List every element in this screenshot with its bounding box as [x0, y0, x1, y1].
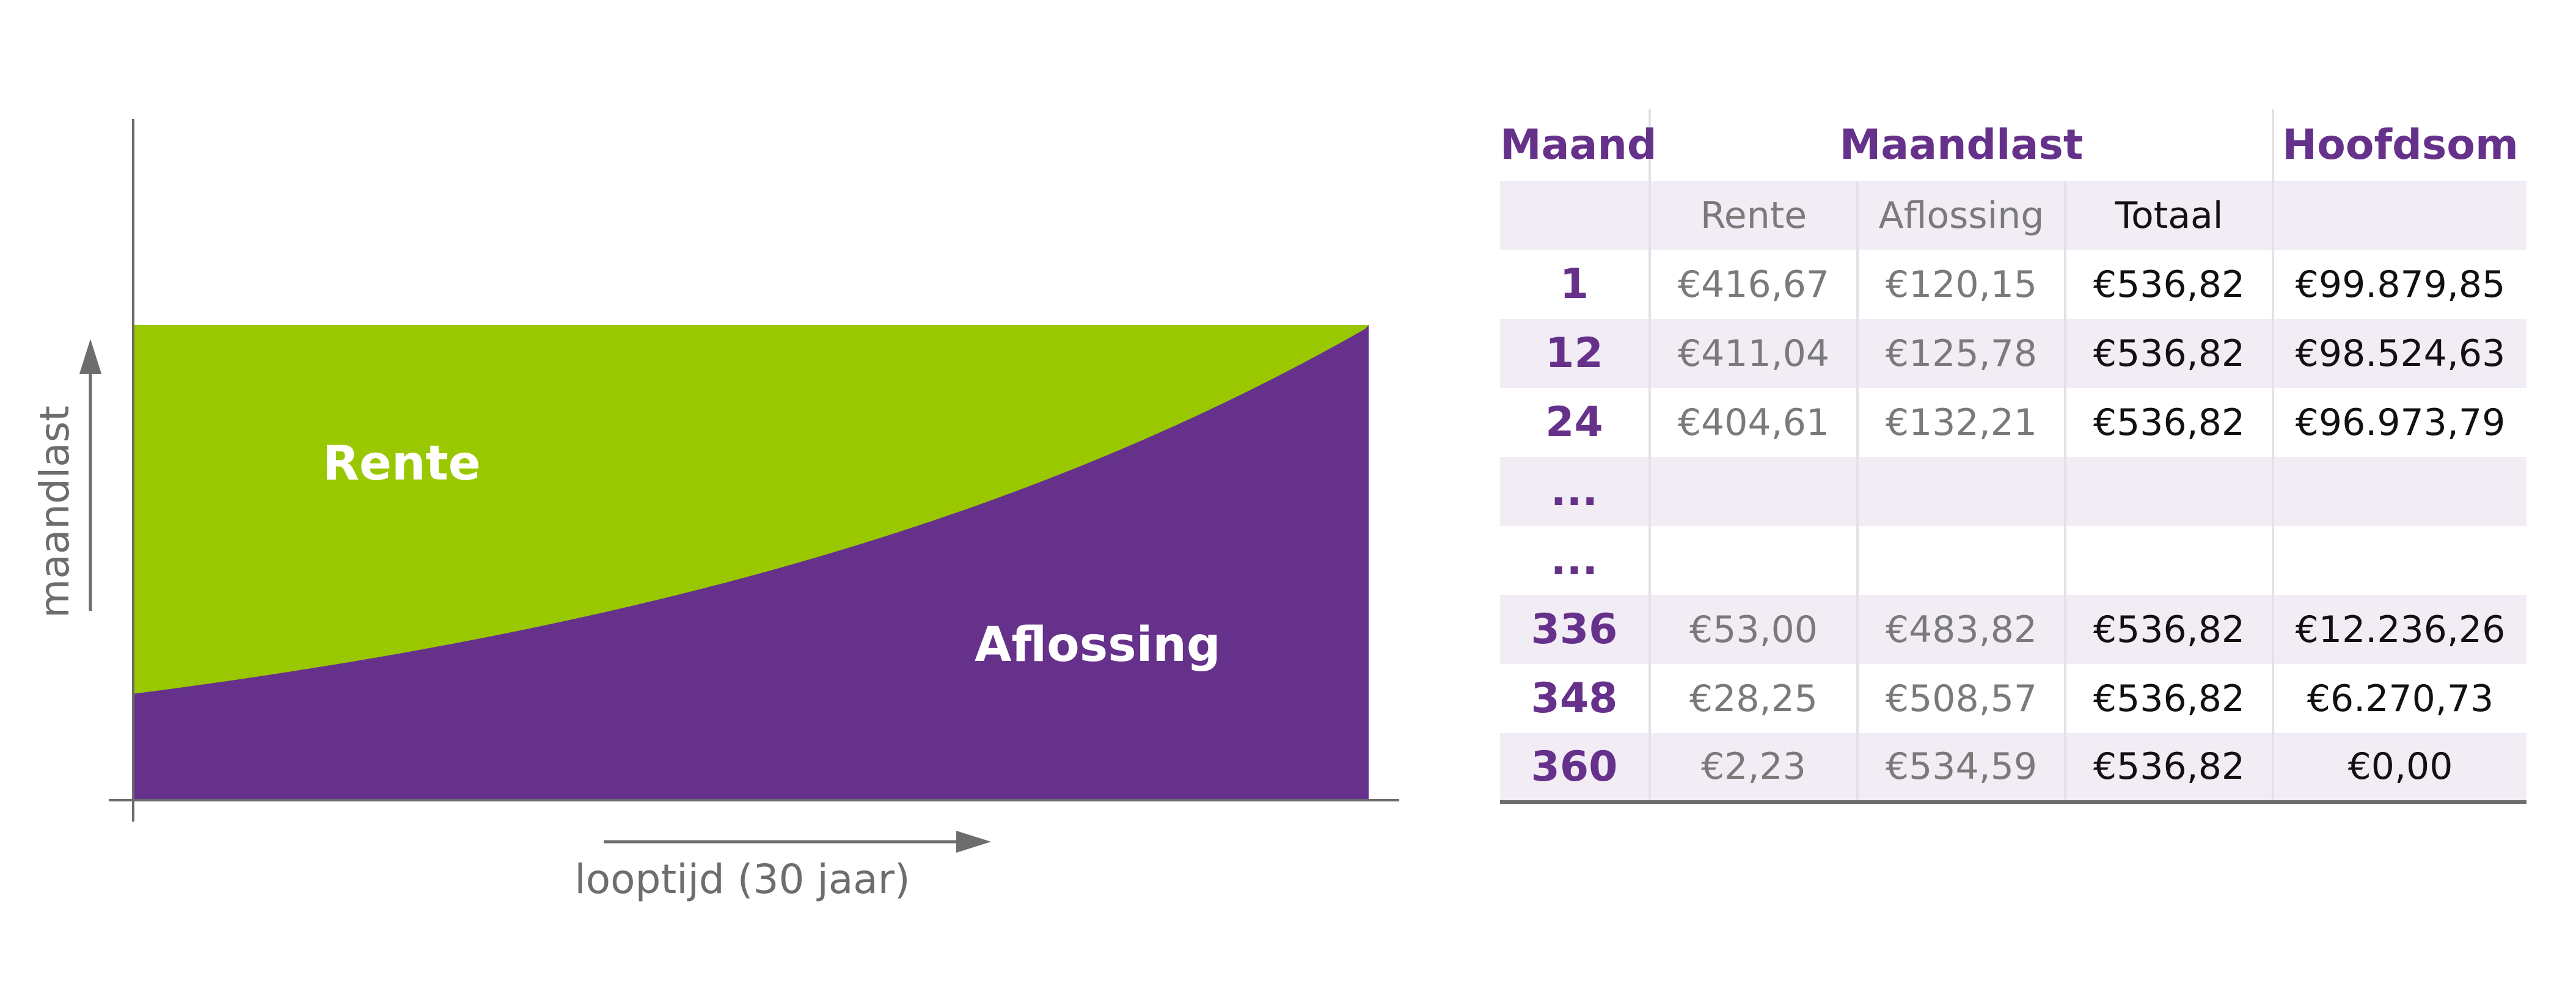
- cell-aflossing: €125,78: [1856, 319, 2065, 388]
- cell-maand: 12: [1500, 319, 1650, 388]
- y-arrow-head: [79, 339, 101, 374]
- cell-aflossing: €120,15: [1856, 250, 2065, 319]
- subheader-rente: Rente: [1648, 181, 1857, 250]
- table-row: 1 €416,67 €120,15 €536,82 €99.879,85: [1500, 250, 2527, 319]
- header-row: Maand Maandlast Hoofdsom: [1500, 109, 2527, 181]
- cell-aflossing: €132,21: [1856, 388, 2065, 457]
- cell-maand: 24: [1545, 398, 1603, 447]
- table-row: 12 €411,04 €125,78 €536,82 €98.524,63: [1500, 319, 2527, 388]
- x-axis-label: looptijd (30 jaar): [574, 856, 910, 903]
- cell-aflossing: [1856, 526, 2065, 595]
- aflossing-area: [133, 325, 1369, 800]
- cell-aflossing: €508,57: [1856, 664, 2065, 733]
- rente-area-label: Rente: [323, 436, 481, 491]
- cell-maand: 1: [1559, 260, 1589, 308]
- cell-hoofdsom: €99.879,85: [2272, 250, 2527, 319]
- cell-maand: 348: [1531, 674, 1618, 723]
- cell-hoofdsom: €98.524,63: [2272, 319, 2527, 388]
- payment-schedule-table: Maand Maandlast Hoofdsom Rente Aflossing…: [1500, 109, 2527, 804]
- header-maandlast: Maandlast: [1648, 109, 2273, 181]
- cell-aflossing: €483,82: [1856, 595, 2065, 664]
- cell-rente: €404,61: [1648, 388, 1857, 457]
- cell-totaal: €536,82: [2064, 388, 2273, 457]
- header-hoofdsom: Hoofdsom: [2272, 109, 2527, 181]
- cell-rente: [1648, 457, 1857, 526]
- cell-hoofdsom: [2272, 526, 2527, 595]
- cell-hoofdsom: €0,00: [2272, 733, 2527, 804]
- cell-rente: €28,25: [1648, 664, 1857, 733]
- table-body: 1 €416,67 €120,15 €536,82 €99.879,85 12 €411,0…: [1500, 250, 2527, 804]
- cell-rente: €411,04: [1648, 319, 1857, 388]
- payment-schedule-table-wrap: Maand Maandlast Hoofdsom Rente Aflossing…: [1500, 109, 2527, 804]
- y-axis-label: maandlast: [31, 406, 78, 618]
- header-maand: Maand: [1500, 120, 1657, 169]
- table-row: 336 €53,00 €483,82 €536,82 €12.236,26: [1500, 595, 2527, 664]
- subheader-empty: [1500, 181, 1650, 250]
- table-row: 348 €28,25 €508,57 €536,82 €6.270,73: [1500, 664, 2527, 733]
- table-row: 360 €2,23 €534,59 €536,82 €0,00: [1500, 733, 2527, 804]
- table-row: ...: [1500, 457, 2527, 526]
- cell-aflossing: [1856, 457, 2065, 526]
- subheader-empty: [2272, 181, 2527, 250]
- subheader-row: Rente Aflossing Totaal: [1500, 181, 2527, 250]
- aflossing-area-label: Aflossing: [975, 618, 1221, 673]
- cell-maand: ...: [1550, 536, 1598, 585]
- cell-hoofdsom: [2272, 457, 2527, 526]
- cell-totaal: [2064, 526, 2273, 595]
- cell-totaal: [2064, 457, 2273, 526]
- table-row: ...: [1500, 526, 2527, 595]
- cell-totaal: €536,82: [2064, 664, 2273, 733]
- table-row: 24 €404,61 €132,21 €536,82 €96.973,79: [1500, 388, 2527, 457]
- cell-rente: €53,00: [1648, 595, 1857, 664]
- cell-rente: €416,67: [1648, 250, 1857, 319]
- cell-rente: €2,23: [1648, 733, 1857, 804]
- cell-aflossing: €534,59: [1856, 733, 2065, 804]
- cell-totaal: €536,82: [2064, 595, 2273, 664]
- cell-maand: 336: [1500, 595, 1650, 664]
- cell-hoofdsom: €6.270,73: [2272, 664, 2527, 733]
- cell-totaal: €536,82: [2064, 250, 2273, 319]
- annuity-area-chart: Rente Aflossing maandlast looptijd (30 j…: [31, 119, 1399, 903]
- cell-hoofdsom: €12.236,26: [2272, 595, 2527, 664]
- cell-hoofdsom: €96.973,79: [2272, 388, 2527, 457]
- cell-totaal: €536,82: [2064, 319, 2273, 388]
- subheader-totaal: Totaal: [2064, 181, 2273, 250]
- cell-rente: [1648, 526, 1857, 595]
- cell-maand: 360: [1500, 733, 1650, 804]
- cell-maand: ...: [1500, 457, 1650, 526]
- x-arrow-head: [956, 831, 991, 853]
- cell-totaal: €536,82: [2064, 733, 2273, 804]
- subheader-aflossing: Aflossing: [1856, 181, 2065, 250]
